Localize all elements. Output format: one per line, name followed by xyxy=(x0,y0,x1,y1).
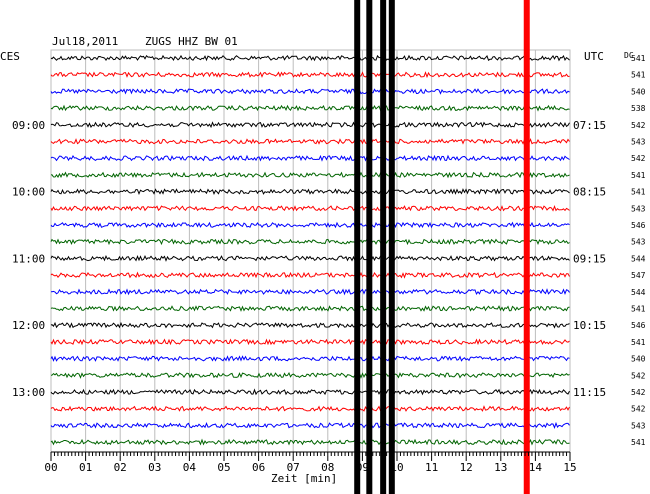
x-tick-label: 03 xyxy=(148,461,161,474)
x-tick-label: 08 xyxy=(321,461,334,474)
dc-value: 543 xyxy=(631,421,646,430)
dc-value: 546 xyxy=(631,321,646,330)
dc-value: 540 xyxy=(631,87,646,96)
right-time-label: 11:15 xyxy=(573,386,606,399)
trace-line xyxy=(50,321,570,329)
trace-line xyxy=(50,138,570,145)
dc-value: 541 xyxy=(631,305,646,314)
seismogram-traces xyxy=(50,54,570,446)
x-tick-label: 11 xyxy=(425,461,438,474)
x-tick-label: 02 xyxy=(114,461,127,474)
trace-line xyxy=(50,188,570,196)
dc-value: 544 xyxy=(631,288,646,297)
right-timezone-label: UTC xyxy=(584,50,604,63)
trace-line xyxy=(50,271,570,279)
left-time-label: 11:00 xyxy=(12,252,45,265)
dc-value: 541 xyxy=(631,188,646,197)
right-time-label: 10:15 xyxy=(573,319,606,332)
dc-value: 542 xyxy=(631,388,646,397)
left-timezone-label: CES xyxy=(0,50,20,63)
trace-line xyxy=(50,254,570,262)
trace-line xyxy=(50,338,570,346)
dc-value: 544 xyxy=(631,254,646,263)
left-time-label: 10:00 xyxy=(12,186,45,199)
x-tick-label: 12 xyxy=(460,461,473,474)
station-label: ZUGS HHZ BW 01 xyxy=(145,35,238,48)
x-tick-label: 07 xyxy=(287,461,300,474)
x-tick-label: 15 xyxy=(563,461,576,474)
trace-line xyxy=(50,438,570,446)
event-bar xyxy=(366,0,373,494)
x-tick-label: 06 xyxy=(252,461,265,474)
dc-value: 541 xyxy=(631,438,646,447)
x-tick-label: 09 xyxy=(356,461,369,474)
trace-line xyxy=(50,88,570,95)
event-bar xyxy=(388,0,395,494)
chart-labels: CES Jul18,2011 ZUGS HHZ BW 01 UTC DC Zei… xyxy=(0,35,646,485)
dc-value: 540 xyxy=(631,355,646,364)
dc-value: 541 xyxy=(631,338,646,347)
dc-value: 538 xyxy=(631,104,646,113)
dc-value: 542 xyxy=(631,121,646,130)
trace-line xyxy=(50,405,570,412)
x-axis: 00 01 02 03 04 05 06 07 08 09 10 11 12 13 14 15 xyxy=(44,451,577,474)
dc-value: 543 xyxy=(631,204,646,213)
x-tick-label: 14 xyxy=(529,461,543,474)
dc-value: 543 xyxy=(631,138,646,147)
dc-value: 542 xyxy=(631,405,646,414)
trace-line xyxy=(50,421,570,429)
trace-line xyxy=(50,238,570,246)
x-tick-label: 05 xyxy=(217,461,230,474)
dc-value: 541 xyxy=(631,54,646,63)
event-bar xyxy=(523,0,530,494)
dc-value: 541 xyxy=(631,71,646,80)
event-bars xyxy=(354,0,530,494)
x-tick-label: 13 xyxy=(494,461,507,474)
dc-label: DC xyxy=(624,51,634,60)
right-time-label: 08:15 xyxy=(573,186,606,199)
left-time-label: 12:00 xyxy=(12,319,45,332)
trace-line xyxy=(50,371,570,379)
dc-value: 542 xyxy=(631,371,646,380)
date-label: Jul18,2011 xyxy=(52,35,118,48)
right-time-label: 09:15 xyxy=(573,252,606,265)
x-tick-label: 10 xyxy=(390,461,403,474)
trace-line xyxy=(50,388,570,396)
dc-value: 543 xyxy=(631,238,646,247)
right-time-label: 07:15 xyxy=(573,119,606,132)
x-tick-label: 01 xyxy=(79,461,92,474)
trace-line xyxy=(50,154,570,162)
left-time-label: 13:00 xyxy=(12,386,45,399)
chart-grid xyxy=(50,49,571,453)
trace-line xyxy=(50,355,570,362)
event-bar xyxy=(380,0,387,494)
x-tick-label: 04 xyxy=(183,461,197,474)
event-bar xyxy=(354,0,361,494)
dc-value: 547 xyxy=(631,271,646,280)
trace-line xyxy=(50,121,570,129)
trace-line xyxy=(50,54,570,62)
trace-line xyxy=(50,288,570,296)
x-tick-label: 00 xyxy=(44,461,57,474)
trace-line xyxy=(50,305,570,312)
left-time-label: 09:00 xyxy=(12,119,45,132)
trace-line xyxy=(50,221,570,229)
trace-line xyxy=(50,71,570,79)
trace-line xyxy=(50,104,570,112)
trace-line xyxy=(50,204,570,212)
dc-value: 542 xyxy=(631,154,646,163)
dc-value: 546 xyxy=(631,221,646,230)
x-axis-label: Zeit [min] xyxy=(271,472,337,485)
dc-value: 541 xyxy=(631,171,646,180)
trace-line xyxy=(50,171,570,179)
